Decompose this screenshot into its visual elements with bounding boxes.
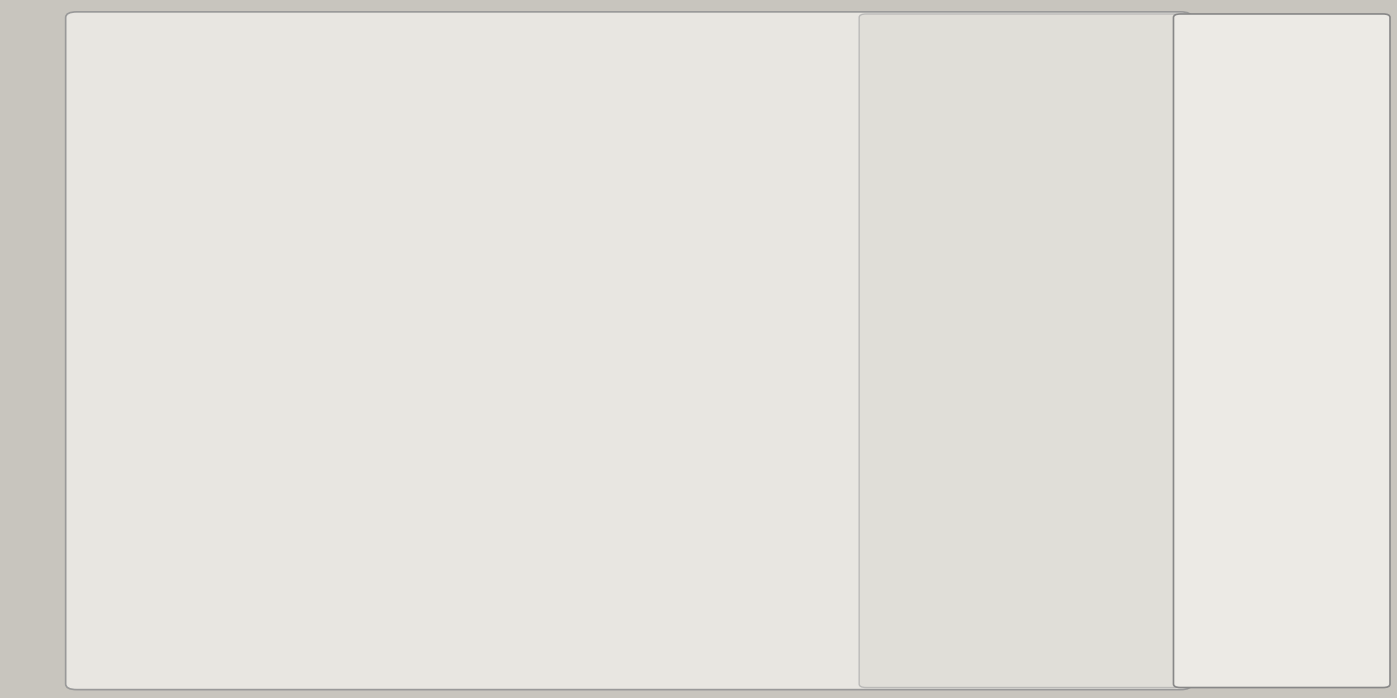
- Text: $x-5°$: $x-5°$: [444, 515, 493, 533]
- Text: (5): (5): [1062, 631, 1090, 651]
- Text: H: H: [743, 397, 756, 415]
- Text: In the diagram below, JG is a tangent to circle FGH at G.  FG, GH and FH are dra: In the diagram below, JG is a tangent to…: [189, 137, 1003, 156]
- Text: KZN/N: KZN/N: [964, 64, 1021, 82]
- Text: $3x$: $3x$: [581, 503, 604, 521]
- Text: Calculate the value of  x.: Calculate the value of x.: [105, 631, 349, 651]
- Text: J: J: [754, 640, 760, 658]
- Text: tics P2: tics P2: [161, 64, 221, 82]
- Text: A C: A C: [1292, 186, 1330, 205]
- Text: G: G: [531, 578, 545, 596]
- Text: $J\hat{G}F = x - 5°$  and  $F\hat{G}H = 3x$.: $J\hat{G}F = x - 5°$ and $F\hat{G}H = 3x…: [189, 165, 462, 195]
- Text: C: C: [1292, 423, 1308, 443]
- Text: 17: 17: [659, 54, 682, 72]
- Text: 9.2: 9.2: [105, 137, 136, 156]
- Text: F: F: [527, 191, 536, 209]
- Text: NSC – Grade 11: NSC – Grade 11: [599, 78, 742, 96]
- Text: G A: G A: [1292, 91, 1331, 111]
- Text: AF: AF: [1292, 269, 1320, 289]
